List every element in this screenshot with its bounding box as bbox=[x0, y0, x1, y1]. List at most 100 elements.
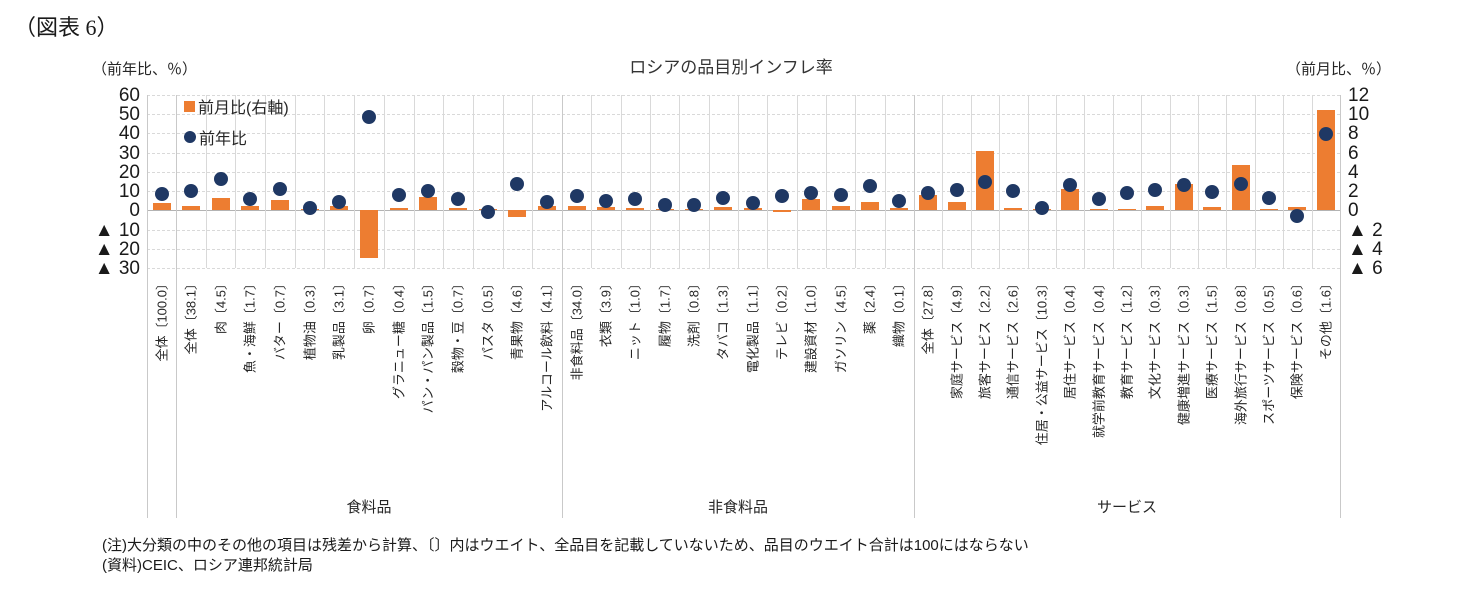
x-axis-category-label: 海外旅行サービス〔0.8〕 bbox=[1233, 277, 1249, 426]
zero-gridline bbox=[147, 210, 1340, 212]
x-axis-category-label: 卵〔0.7〕 bbox=[361, 277, 377, 335]
left-axis-tick: 0 bbox=[129, 200, 140, 222]
dot bbox=[569, 188, 584, 203]
legend-item-yoy: 前年比 bbox=[184, 125, 289, 149]
dot bbox=[716, 190, 731, 205]
dot bbox=[657, 197, 672, 212]
column-gridline bbox=[767, 95, 769, 268]
left-axis-tick: ▲ 10 bbox=[94, 219, 140, 241]
dot bbox=[391, 188, 406, 203]
x-axis-category-label: 健康増進サービス〔0.3〕 bbox=[1176, 277, 1192, 426]
column-gridline bbox=[1056, 95, 1057, 268]
x-axis-category-label: タバコ〔1.3〕 bbox=[715, 277, 731, 361]
dot bbox=[628, 191, 643, 206]
x-axis-category-label: ニット〔1.0〕 bbox=[627, 277, 643, 361]
x-axis-category-label: 教育サービス〔1.2〕 bbox=[1119, 277, 1135, 400]
column-gridline bbox=[1112, 95, 1114, 268]
left-axis-tick: 40 bbox=[118, 123, 140, 145]
column-gridline bbox=[1226, 95, 1228, 268]
column-gridline bbox=[324, 95, 326, 268]
left-axis-header: （前年比、％） bbox=[92, 61, 198, 78]
column-gridline bbox=[383, 95, 385, 268]
x-axis-category-label: 医療サービス〔1.5〕 bbox=[1204, 277, 1220, 400]
x-axis-category-label: パン・パン製品〔1.5〕 bbox=[420, 277, 436, 414]
category-group-label: 非食料品 bbox=[707, 499, 769, 516]
dot bbox=[154, 186, 169, 201]
h-gridline bbox=[147, 152, 1340, 154]
dot bbox=[1176, 177, 1191, 192]
dot bbox=[1034, 201, 1049, 216]
x-axis-category-label: 植物油〔0.3〕 bbox=[302, 277, 318, 361]
bar bbox=[360, 210, 378, 259]
dot bbox=[272, 181, 287, 196]
dot bbox=[183, 184, 198, 199]
h-gridline bbox=[147, 248, 1340, 250]
dot bbox=[892, 193, 907, 208]
dot bbox=[863, 179, 877, 194]
dot bbox=[1233, 177, 1248, 192]
bar bbox=[1118, 209, 1136, 211]
x-axis-category-label: 電化製品〔1.1〕 bbox=[745, 277, 761, 374]
x-axis-category-label: 住居・公益サービス〔10.3〕 bbox=[1034, 277, 1050, 446]
dot bbox=[1148, 183, 1163, 198]
dot bbox=[362, 110, 376, 125]
x-axis-category-label: 文化サービス〔0.3〕 bbox=[1147, 277, 1163, 400]
x-axis-category-label: 全体〔38.1〕 bbox=[183, 277, 199, 355]
group-divider-line bbox=[176, 95, 177, 518]
column-gridline bbox=[1198, 95, 1199, 268]
column-gridline bbox=[884, 95, 886, 268]
column-gridline bbox=[1027, 95, 1029, 268]
group-divider-line bbox=[1340, 95, 1341, 518]
column-gridline bbox=[650, 95, 651, 268]
bar bbox=[270, 199, 289, 211]
bar bbox=[1288, 206, 1307, 211]
x-axis-category-label: 保険サービス〔0.6〕 bbox=[1289, 277, 1305, 400]
bar bbox=[861, 201, 879, 211]
x-axis-category-label: 織物〔0.1〕 bbox=[891, 277, 907, 348]
h-gridline bbox=[147, 114, 1340, 116]
dot bbox=[978, 175, 992, 190]
dot bbox=[1006, 184, 1021, 199]
dot bbox=[1120, 186, 1134, 201]
right-axis-tick: ▲ 6 bbox=[1348, 258, 1383, 279]
bar bbox=[947, 201, 966, 211]
h-gridline bbox=[147, 268, 1340, 269]
dot bbox=[332, 195, 347, 210]
dot bbox=[1290, 209, 1305, 224]
dot bbox=[775, 189, 789, 204]
right-axis-tick: 10 bbox=[1348, 104, 1370, 126]
bar bbox=[1089, 209, 1108, 211]
dot bbox=[421, 184, 436, 199]
x-axis-category-label: 洗剤〔0.8〕 bbox=[686, 277, 702, 348]
x-axis-category-label: テレビ〔0.2〕 bbox=[774, 277, 790, 361]
column-gridline bbox=[708, 95, 710, 268]
x-axis-category-label: 全体〔100.0〕 bbox=[154, 277, 169, 362]
x-axis-category-label: その他〔1.6〕 bbox=[1318, 277, 1334, 361]
bar bbox=[389, 207, 408, 211]
dot bbox=[687, 197, 701, 212]
dot bbox=[1262, 190, 1276, 205]
dot bbox=[1063, 177, 1078, 192]
dot bbox=[510, 176, 525, 191]
h-gridline bbox=[147, 95, 1340, 96]
left-axis-tick: ▲ 20 bbox=[94, 238, 140, 260]
dot bbox=[599, 193, 613, 208]
column-gridline bbox=[502, 95, 504, 268]
x-axis-category-label: 薬〔2.4〕 bbox=[862, 277, 878, 335]
right-axis-tick: 12 bbox=[1348, 85, 1370, 106]
bar bbox=[1316, 110, 1335, 211]
x-axis-category-label: ガソリン〔4.5〕 bbox=[833, 277, 849, 374]
x-axis-category-label: 肉〔4.5〕 bbox=[213, 277, 229, 335]
group-divider-line bbox=[914, 95, 915, 518]
x-axis-category-label: スポーツサービス〔0.5〕 bbox=[1261, 277, 1277, 425]
column-gridline bbox=[826, 95, 827, 268]
bar bbox=[1146, 206, 1165, 211]
left-axis-tick: 10 bbox=[118, 181, 140, 203]
x-axis-category-label: 建設資材〔1.0〕 bbox=[803, 277, 819, 374]
column-gridline bbox=[1283, 95, 1285, 268]
bar bbox=[1260, 209, 1278, 211]
x-axis-category-label: 就学前教育サービス〔0.4〕 bbox=[1091, 277, 1107, 439]
column-gridline bbox=[532, 95, 534, 268]
column-gridline bbox=[591, 95, 593, 268]
column-gridline bbox=[443, 95, 445, 268]
